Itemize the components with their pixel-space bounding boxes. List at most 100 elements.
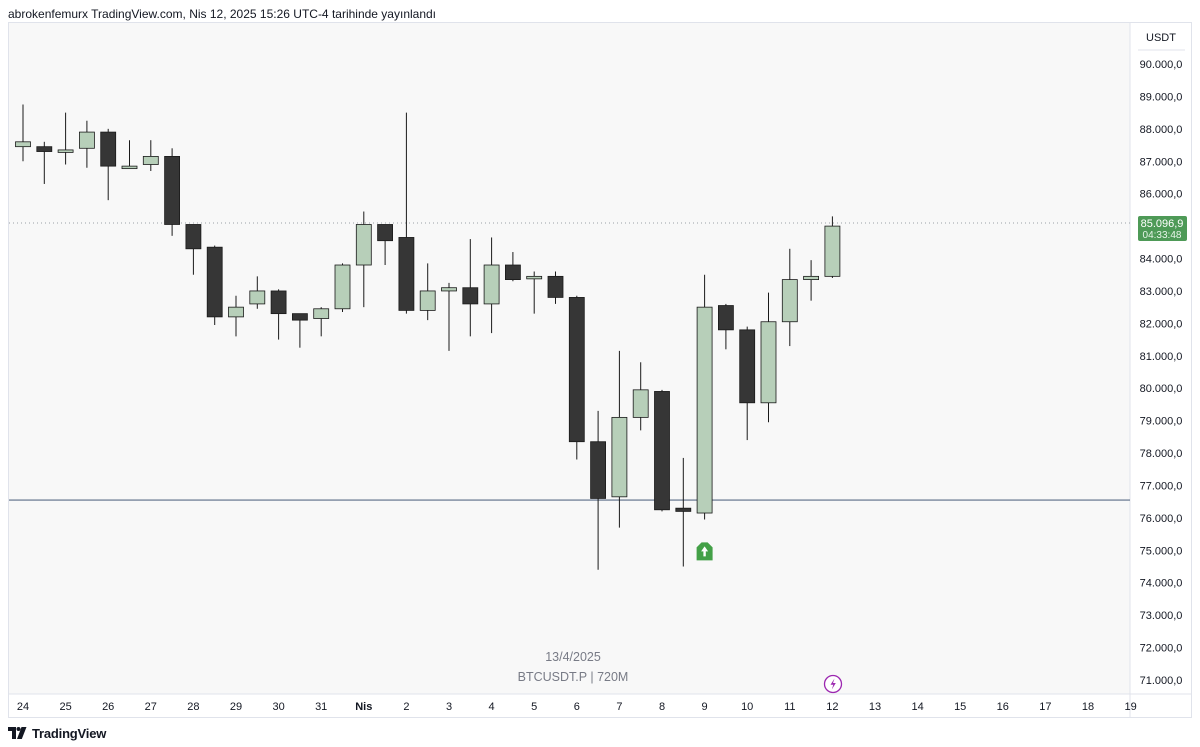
- candle-body: [739, 329, 756, 404]
- price-axis-background: [1130, 23, 1191, 694]
- candle: [526, 271, 543, 314]
- price-label: 78.000,0: [1140, 448, 1183, 460]
- candle-body: [632, 389, 649, 418]
- candle: [568, 295, 585, 460]
- candle-body: [334, 264, 351, 310]
- price-label: 86.000,0: [1140, 189, 1183, 201]
- candle-body: [36, 146, 53, 152]
- time-label: 16: [997, 701, 1009, 713]
- chart-container[interactable]: 13/4/2025 BTCUSDT.P | 720M USDT 90.000,0…: [8, 22, 1192, 718]
- time-label: 4: [489, 701, 495, 713]
- time-label: 25: [59, 701, 71, 713]
- lightning-icon[interactable]: [823, 674, 843, 694]
- price-label: 88.000,0: [1140, 124, 1183, 136]
- tradingview-logo-icon: [8, 727, 27, 739]
- candles-layer: [15, 104, 841, 570]
- time-label: 3: [446, 701, 452, 713]
- time-label: 10: [741, 701, 753, 713]
- candle: [632, 362, 649, 431]
- candle-body: [696, 306, 713, 514]
- price-label: 79.000,0: [1140, 416, 1183, 428]
- candle: [803, 260, 819, 301]
- candle-body: [57, 149, 74, 153]
- candle: [313, 307, 330, 337]
- candle: [185, 224, 202, 275]
- publication-header: abrokenfemurx TradingView.com, Nis 12, 2…: [8, 7, 437, 21]
- time-label: 6: [574, 701, 580, 713]
- candle-body: [100, 131, 117, 167]
- candle: [36, 141, 53, 184]
- candle: [675, 457, 692, 567]
- time-label: 8: [659, 701, 665, 713]
- candle-body: [121, 165, 138, 170]
- price-label: 81.000,0: [1140, 351, 1183, 363]
- price-label: 71.000,0: [1140, 675, 1183, 687]
- candle-body: [398, 237, 415, 311]
- time-label: 14: [911, 701, 923, 713]
- candle: [15, 104, 31, 162]
- candle-body: [419, 290, 436, 311]
- candle-body: [164, 155, 181, 225]
- candle-body: [483, 264, 500, 305]
- candle-body: [781, 279, 798, 323]
- candle-body: [355, 224, 372, 266]
- candle: [760, 292, 777, 423]
- candle: [291, 313, 308, 348]
- buy-signal-icon: [696, 542, 713, 561]
- time-label: 15: [954, 701, 966, 713]
- time-label: 28: [187, 701, 199, 713]
- price-label: 83.000,0: [1140, 286, 1183, 298]
- time-axis-labels: 24 25 26 27 28 29 30 31 Nis 2 3 4 5 6 7 8 9 10 11 12 13 14 15 1…: [17, 701, 1137, 713]
- price-label: 80.000,0: [1140, 383, 1183, 395]
- candle-body: [249, 290, 266, 305]
- price-label: 84.000,0: [1140, 254, 1183, 266]
- candle-body: [675, 507, 692, 512]
- candle: [824, 216, 841, 278]
- price-label: 89.000,0: [1140, 91, 1183, 103]
- time-label: 19: [1124, 701, 1136, 713]
- currency-label[interactable]: USDT: [1146, 32, 1176, 44]
- price-label: 73.000,0: [1140, 610, 1183, 622]
- candle: [462, 239, 479, 337]
- candle: [441, 282, 457, 351]
- candle-body: [611, 416, 628, 498]
- candle-body: [568, 297, 585, 443]
- time-label: 18: [1082, 701, 1094, 713]
- countdown-label: 04:33:48: [1143, 230, 1182, 241]
- candle: [504, 252, 521, 282]
- candle: [206, 245, 223, 325]
- time-label: 12: [826, 701, 838, 713]
- candle-body: [547, 275, 564, 298]
- time-label: Nis: [355, 701, 372, 713]
- candle: [611, 350, 628, 528]
- candle-body: [462, 287, 479, 305]
- candlestick-chart[interactable]: 13/4/2025 BTCUSDT.P | 720M USDT 90.000,0…: [9, 23, 1192, 718]
- candle: [483, 237, 500, 334]
- time-label: 5: [531, 701, 537, 713]
- candle: [142, 140, 159, 171]
- candle: [270, 289, 287, 340]
- candle-body: [270, 290, 287, 315]
- candle: [696, 274, 713, 520]
- price-label: 74.000,0: [1140, 578, 1183, 590]
- time-label: 9: [702, 701, 708, 713]
- price-label: 87.000,0: [1140, 156, 1183, 168]
- candle: [590, 410, 606, 570]
- time-label: 29: [230, 701, 242, 713]
- price-label: 90.000,0: [1140, 59, 1183, 71]
- time-label: 7: [616, 701, 622, 713]
- candle: [377, 224, 394, 266]
- candle-body: [185, 224, 202, 250]
- chart-watermark: 13/4/2025 BTCUSDT.P | 720M: [518, 650, 629, 684]
- price-label: 75.000,0: [1140, 545, 1183, 557]
- candle-body: [79, 131, 95, 149]
- candle-body: [206, 246, 223, 318]
- candle: [654, 389, 670, 512]
- time-label: 2: [403, 701, 409, 713]
- candle-body: [803, 275, 819, 281]
- candle: [547, 271, 564, 304]
- time-label: 27: [145, 701, 157, 713]
- candle: [249, 276, 266, 309]
- candle-body: [526, 275, 543, 280]
- candle-body: [824, 225, 841, 277]
